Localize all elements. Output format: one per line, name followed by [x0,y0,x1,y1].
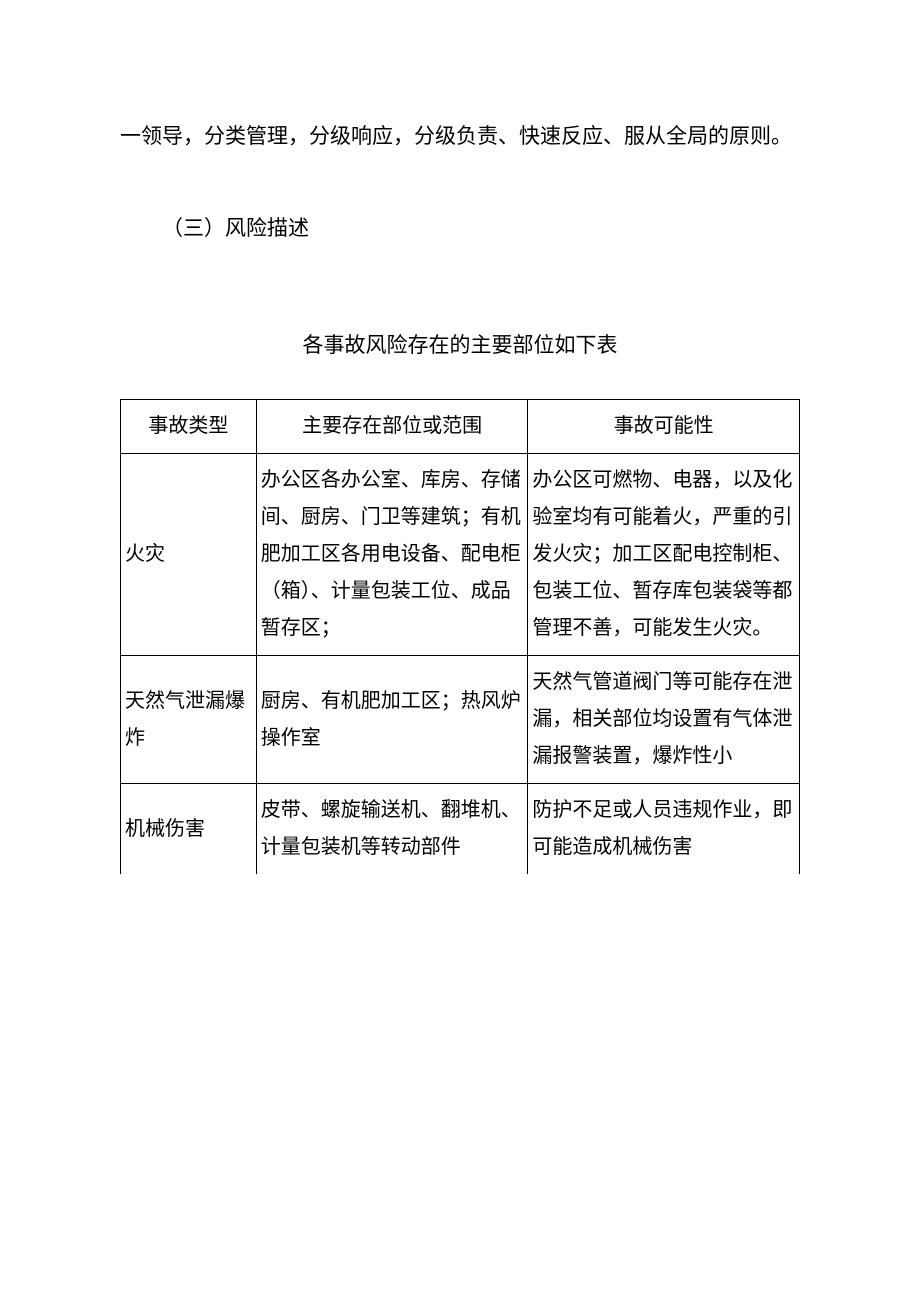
cell-possibility: 办公区可燃物、电器，以及化验室均有可能着火，严重的引发火灾；加工区配电控制柜、包… [528,454,800,656]
col-header-type: 事故类型 [121,400,257,454]
cell-type: 天然气泄漏爆炸 [121,656,257,784]
table-caption: 各事故风险存在的主要部位如下表 [120,329,800,359]
col-header-possibility: 事故可能性 [528,400,800,454]
cell-possibility: 防护不足或人员违规作业，即可能造成机械伤害 [528,784,800,875]
cell-type: 机械伤害 [121,784,257,875]
cell-possibility: 天然气管道阀门等可能存在泄漏，相关部位均设置有气体泄漏报警装置，爆炸性小 [528,656,800,784]
cell-location: 办公区各办公室、库房、存储间、厨房、门卫等建筑；有机肥加工区各用电设备、配电柜（… [256,454,528,656]
cell-type: 火灾 [121,454,257,656]
table-row: 机械伤害 皮带、螺旋输送机、翻堆机、计量包装机等转动部件 防护不足或人员违规作业… [121,784,800,875]
cell-location: 皮带、螺旋输送机、翻堆机、计量包装机等转动部件 [256,784,528,875]
risk-table: 事故类型 主要存在部位或范围 事故可能性 火灾 办公区各办公室、库房、存储间、厨… [120,399,800,874]
section-heading: （三）风险描述 [120,207,800,249]
cell-location: 厨房、有机肥加工区；热风炉操作室 [256,656,528,784]
table-row: 天然气泄漏爆炸 厨房、有机肥加工区；热风炉操作室 天然气管道阀门等可能存在泄漏，… [121,656,800,784]
document-page: 一领导，分类管理，分级响应，分级负责、快速反应、服从全局的原则。 （三）风险描述… [0,0,920,974]
col-header-location: 主要存在部位或范围 [256,400,528,454]
table-row: 火灾 办公区各办公室、库房、存储间、厨房、门卫等建筑；有机肥加工区各用电设备、配… [121,454,800,656]
table-header-row: 事故类型 主要存在部位或范围 事故可能性 [121,400,800,454]
intro-paragraph: 一领导，分类管理，分级响应，分级负责、快速反应、服从全局的原则。 [120,115,800,157]
